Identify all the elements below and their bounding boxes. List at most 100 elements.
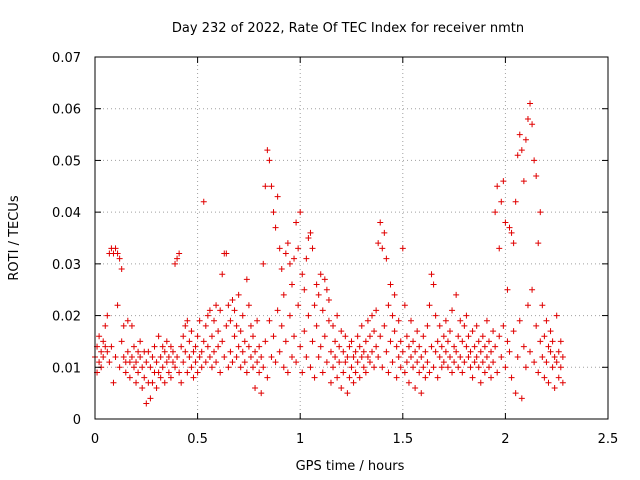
data-point	[504, 338, 511, 345]
data-point	[391, 291, 398, 298]
data-point	[348, 338, 355, 345]
data-point	[124, 317, 131, 324]
data-point	[475, 338, 482, 345]
data-point	[516, 317, 523, 324]
data-point	[307, 229, 314, 236]
data-point	[135, 348, 142, 355]
data-point	[247, 322, 254, 329]
y-tick-label: 0	[73, 413, 81, 428]
data-point	[529, 286, 536, 293]
data-point	[330, 364, 337, 371]
data-point	[200, 338, 207, 345]
data-point	[297, 209, 304, 216]
data-point	[432, 348, 439, 355]
data-point	[465, 333, 472, 340]
data-point	[280, 291, 287, 298]
data-point	[128, 322, 135, 329]
data-point	[133, 359, 140, 366]
data-point	[369, 312, 376, 319]
data-point	[327, 379, 334, 386]
y-axis-label: ROTI / TECUs	[7, 195, 22, 280]
data-point	[323, 286, 330, 293]
data-point	[426, 302, 433, 309]
data-point	[172, 260, 179, 267]
data-point	[284, 369, 291, 376]
data-point	[420, 333, 427, 340]
data-point	[403, 359, 410, 366]
data-point	[379, 364, 386, 371]
data-point	[338, 384, 345, 391]
data-point	[496, 333, 503, 340]
data-point	[258, 390, 265, 397]
data-point	[213, 302, 220, 309]
data-point	[276, 348, 283, 355]
data-point	[274, 307, 281, 314]
data-point	[516, 131, 523, 138]
data-point	[321, 276, 328, 283]
data-point	[535, 369, 542, 376]
data-point	[438, 343, 445, 350]
data-point	[245, 302, 252, 309]
data-point	[270, 333, 277, 340]
data-point	[510, 240, 517, 247]
data-point	[126, 374, 133, 381]
data-point	[237, 328, 244, 335]
data-point	[219, 271, 226, 278]
data-point	[559, 353, 566, 360]
data-point	[352, 348, 359, 355]
data-point	[266, 317, 273, 324]
data-point	[338, 328, 345, 335]
data-point	[112, 353, 119, 360]
data-point	[547, 348, 554, 355]
data-point	[377, 333, 384, 340]
data-point	[529, 121, 536, 128]
data-point	[389, 312, 396, 319]
grid	[95, 57, 608, 419]
data-point	[451, 359, 458, 366]
data-point	[159, 343, 166, 350]
data-point	[383, 348, 390, 355]
data-point	[385, 369, 392, 376]
data-point	[342, 333, 349, 340]
data-point	[463, 312, 470, 319]
data-point	[124, 348, 131, 355]
data-point	[373, 343, 380, 350]
data-point	[473, 353, 480, 360]
data-point	[301, 286, 308, 293]
data-point	[524, 116, 531, 123]
data-point	[358, 353, 365, 360]
data-point	[161, 348, 168, 355]
data-point	[479, 359, 486, 366]
data-point	[559, 379, 566, 386]
data-point	[141, 374, 148, 381]
data-point	[104, 312, 111, 319]
y-tick-label: 0.06	[52, 103, 81, 118]
data-point	[471, 343, 478, 350]
data-point	[520, 343, 527, 350]
data-point	[317, 271, 324, 278]
data-point	[346, 343, 353, 350]
data-point	[120, 353, 127, 360]
data-point	[383, 255, 390, 262]
data-point	[336, 359, 343, 366]
data-point	[155, 369, 162, 376]
data-point	[96, 333, 103, 340]
data-point	[432, 312, 439, 319]
data-point	[366, 359, 373, 366]
data-point	[360, 364, 367, 371]
data-point	[463, 343, 470, 350]
data-point	[311, 302, 318, 309]
data-point	[198, 348, 205, 355]
data-point	[268, 183, 275, 190]
data-point	[130, 343, 137, 350]
data-point	[196, 353, 203, 360]
data-point	[518, 147, 525, 154]
data-point	[204, 312, 211, 319]
data-point	[243, 369, 250, 376]
data-point	[319, 369, 326, 376]
data-point	[342, 359, 349, 366]
data-point	[541, 374, 548, 381]
data-point	[291, 333, 298, 340]
data-point	[395, 353, 402, 360]
data-point	[325, 317, 332, 324]
